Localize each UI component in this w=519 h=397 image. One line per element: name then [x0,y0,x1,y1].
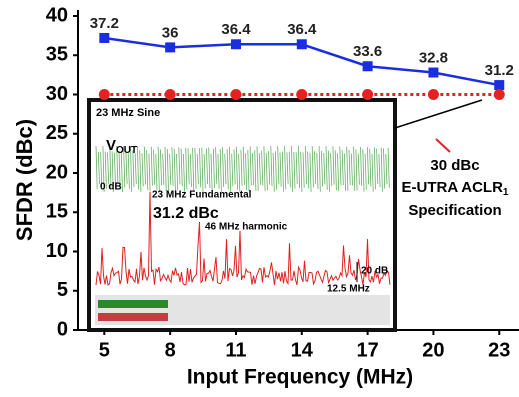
inset-label: 31.2 dBc [153,205,219,222]
inset-label: 23 MHz Fundamental [152,190,252,201]
y-axis-label: SFDR (dBc) [12,119,37,241]
inset-title: 23 MHz Sine [96,107,160,119]
data-label: 33.6 [353,43,382,60]
inset-status-chip [98,313,168,321]
inset-label: 0 dB [100,182,122,193]
chart: SFDR (dBc) Input Frequency (MHz) 23 MHz … [0,0,519,392]
annotation-main: E-UTRA ACLR [402,179,504,196]
annotation-sub: 1 [503,187,509,198]
annotation-arrow [436,139,450,152]
x-tick-label: 11 [225,339,246,361]
annotation: 30 dBc [430,157,479,174]
annotation: Specification [408,202,501,219]
x-tick-label: 17 [356,339,378,361]
marker [494,89,505,100]
marker [230,89,241,100]
inset-label: 20 dB [361,266,388,277]
marker [99,33,109,43]
data-label: 36 [162,24,179,41]
x-tick-label: 8 [165,339,176,361]
y-tick-label: 30 [46,83,68,105]
data-label: 37.2 [90,15,119,32]
x-tick-label: 23 [488,339,510,361]
vout-sub: OUT [116,145,137,156]
marker [428,68,438,78]
marker [296,89,307,100]
marker [494,80,504,90]
y-tick-label: 35 [46,44,68,66]
marker [165,42,175,52]
inset-label: 46 MHz harmonic [205,222,288,233]
inset-label: 12.5 MHz [327,284,370,295]
annotation: E-UTRA ACLR1 [402,179,509,198]
vout-main: V [106,137,116,154]
data-label: 31.2 [485,62,514,79]
marker [297,39,307,49]
marker [362,89,373,100]
y-tick-label: 15 [46,201,68,223]
x-axis-label: Input Frequency (MHz) [187,366,413,389]
y-tick-label: 5 [57,279,68,301]
marker [428,89,439,100]
marker [231,39,241,49]
y-tick-label: 10 [46,240,68,262]
y-tick-label: 25 [46,122,68,144]
annotation-arrow [395,100,482,128]
x-tick-label: 20 [422,339,444,361]
data-label: 36.4 [221,21,251,38]
marker [165,89,176,100]
marker [99,89,110,100]
x-tick-label: 5 [99,339,110,361]
x-tick-label: 14 [291,339,314,361]
inset-screenshot: 23 MHz Sine VOUT 0 dB 23 MHz Fundamental… [89,100,395,330]
marker [363,61,373,71]
data-label: 32.8 [419,49,448,66]
y-tick-label: 20 [46,161,68,183]
inset-status-chip [98,300,168,308]
y-tick-label: 0 [57,318,68,340]
y-tick-label: 40 [46,4,68,26]
data-label: 36.4 [287,21,317,38]
